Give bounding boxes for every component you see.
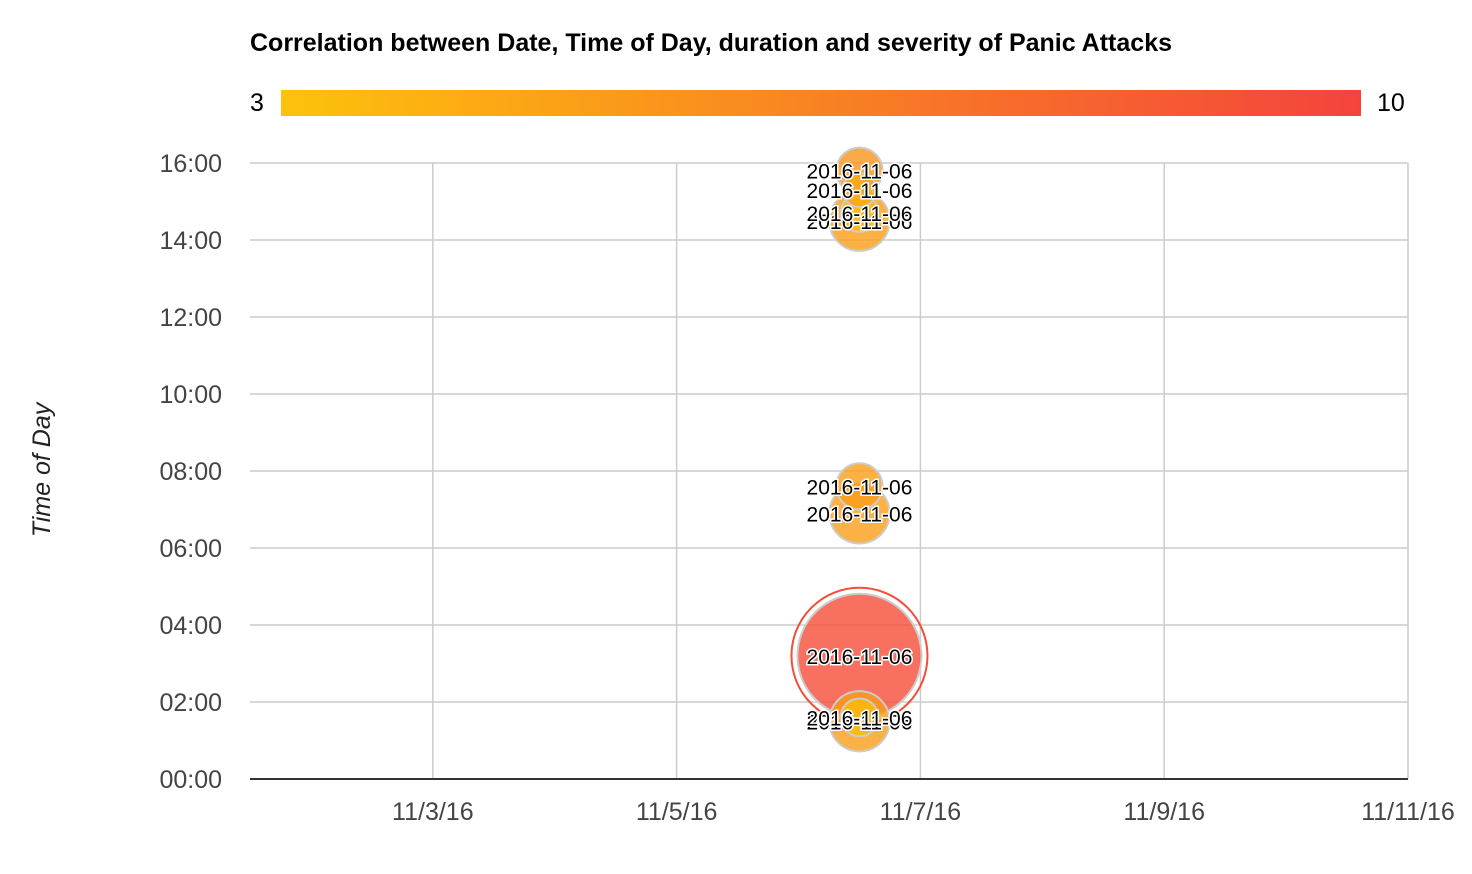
x-tick-label: 11/11/16 — [1361, 798, 1455, 826]
y-tick-label: 12:00 — [159, 304, 222, 332]
bubble-labels: 2016-11-062016-11-062016-11-062016-11-06… — [805, 159, 914, 736]
bubbles — [790, 146, 929, 753]
color-legend-min: 3 — [250, 89, 264, 117]
bubble-label: 2016-11-06 — [807, 503, 913, 526]
chart-title: Correlation between Date, Time of Day, d… — [250, 29, 1172, 57]
grid-lines — [250, 162, 1409, 779]
color-legend-bar — [281, 90, 1361, 116]
x-tick-label: 11/9/16 — [1123, 798, 1205, 826]
y-tick-label: 00:00 — [159, 766, 222, 794]
x-tick-label: 11/5/16 — [636, 798, 718, 826]
bubble-label: 2016-11-06 — [807, 203, 913, 226]
y-tick-label: 14:00 — [159, 227, 222, 255]
bubble-label: 2016-11-06 — [807, 707, 913, 730]
bubble-label: 2016-11-06 — [807, 646, 913, 669]
bubble[interactable] — [835, 462, 884, 511]
bubble-label: 2016-11-06 — [807, 211, 913, 234]
color-legend: 3 10 — [250, 89, 1405, 117]
bubble[interactable] — [839, 697, 880, 738]
y-tick-label: 08:00 — [159, 458, 222, 486]
x-axis-ticks: 11/3/16 11/5/16 11/7/16 11/9/16 11/11/16 — [392, 798, 1455, 826]
bubble-label: 2016-11-06 — [807, 711, 913, 734]
bubble-label: 2016-11-06 — [807, 161, 913, 184]
y-tick-label: 04:00 — [159, 612, 222, 640]
y-tick-label: 10:00 — [159, 381, 222, 409]
color-legend-max: 10 — [1377, 89, 1405, 117]
y-tick-label: 02:00 — [159, 689, 222, 717]
bubble-label: 2016-11-06 — [807, 476, 913, 499]
bubble-label: 2016-11-06 — [807, 180, 913, 203]
y-tick-label: 06:00 — [159, 535, 222, 563]
y-tick-label: 16:00 — [159, 150, 222, 178]
x-tick-label: 11/7/16 — [880, 798, 962, 826]
bubble[interactable] — [841, 171, 878, 208]
x-tick-label: 11/3/16 — [392, 798, 474, 826]
y-axis-ticks: 00:00 02:00 04:00 06:00 08:00 10:00 12:00 14:00… — [159, 150, 222, 794]
y-axis-label: Time of Day — [28, 401, 56, 537]
